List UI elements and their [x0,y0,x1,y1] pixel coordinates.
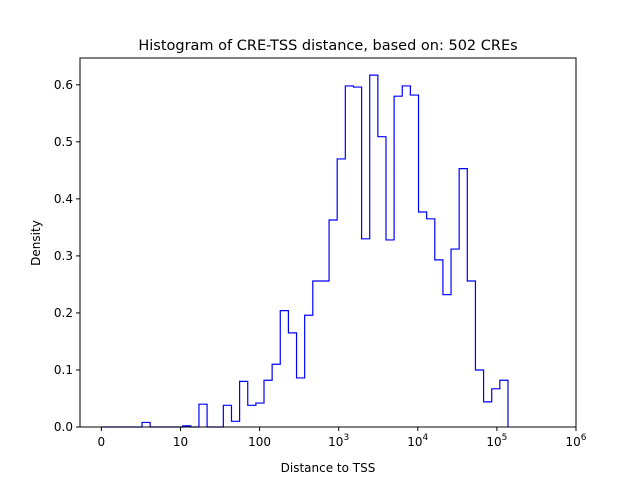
histogram-bin [345,86,353,427]
chart-title: Histogram of CRE-TSS distance, based on:… [138,38,517,54]
histogram-bin [280,311,288,427]
y-tick-label: 0.2 [54,306,73,320]
x-tick-label: 103 [328,433,349,449]
histogram-bin [492,389,500,427]
histogram-bin [264,380,272,427]
histogram-bin [410,95,418,427]
histogram-bin [443,295,451,427]
histogram-bin [248,405,256,427]
histogram-bin [256,403,264,427]
y-axis-label: Density [29,220,43,266]
x-tick-label: 10 [173,435,188,449]
histogram-bin [240,381,248,427]
histogram-bin [321,281,329,427]
x-tick-label: 100 [248,435,271,449]
histogram-bin [337,159,345,427]
x-tick-label: 0 [98,435,106,449]
histogram-bin [419,212,427,427]
histogram-bin [386,240,394,427]
histogram-bin [402,86,410,427]
histogram-bin [199,404,207,427]
y-tick-label: 0.0 [54,420,73,434]
histogram-bin [223,405,231,427]
histogram-bin [394,96,402,427]
histogram-bin [427,219,435,427]
histogram-bin [272,364,280,427]
histogram-bin [451,249,459,427]
histogram-bin [484,402,492,427]
histogram-bin [362,239,370,427]
histogram-bin [378,137,386,427]
x-tick-label: 106 [565,433,586,449]
histogram-bin [305,315,313,427]
histogram-bin [467,281,475,427]
histogram-bin [288,333,296,427]
histogram-bin [475,370,483,427]
histogram-bin [313,281,321,427]
y-tick-label: 0.6 [54,78,73,92]
histogram-bin [459,169,467,427]
x-tick-label: 105 [486,433,507,449]
y-tick-label: 0.3 [54,249,73,263]
histogram-bin [231,421,239,427]
y-tick-label: 0.1 [54,363,73,377]
x-axis-label: Distance to TSS [281,461,376,475]
histogram-outline [101,74,509,428]
histogram-bin [370,75,378,427]
y-tick-label: 0.5 [54,135,73,149]
y-tick-label: 0.4 [54,192,73,206]
histogram-bin [353,87,361,427]
x-tick-label: 104 [407,433,428,449]
histogram-bin [297,378,305,427]
histogram-bin [500,380,508,427]
histogram-bin [142,422,150,427]
histogram-bin [435,260,443,427]
plot-frame [79,57,577,428]
histogram-bin [329,220,337,427]
